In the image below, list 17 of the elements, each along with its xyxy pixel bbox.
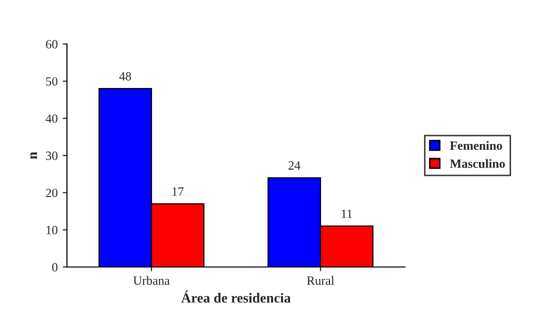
data-label: 17 bbox=[172, 187, 184, 196]
y-tick-label: 30 bbox=[46, 152, 58, 160]
y-tick-label: 60 bbox=[46, 40, 58, 48]
data-label: 24 bbox=[288, 161, 300, 170]
y-tick-label: 50 bbox=[46, 77, 58, 86]
data-label: 48 bbox=[119, 72, 132, 81]
y-tick-label: 10 bbox=[46, 226, 58, 234]
y-axis-title: n bbox=[30, 152, 37, 159]
x-tick-label: Rural bbox=[306, 276, 334, 285]
y-tick-label: 20 bbox=[46, 188, 58, 198]
legend-label: Masculino bbox=[450, 159, 505, 168]
data-label: 11 bbox=[342, 210, 352, 218]
x-axis-title: Área de residencia bbox=[181, 290, 291, 303]
x-tick-label: Urbana bbox=[133, 276, 170, 285]
y-tick-label: 40 bbox=[46, 114, 58, 123]
y-tick-label: 0 bbox=[52, 263, 58, 272]
legend-label: Femenino bbox=[450, 141, 502, 150]
